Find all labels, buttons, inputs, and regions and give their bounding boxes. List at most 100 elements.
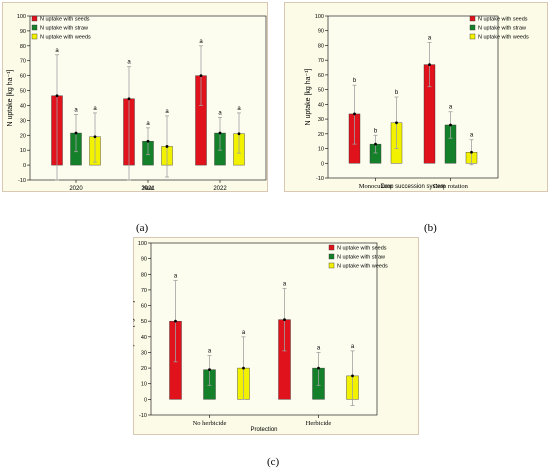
y-tick-label: 70 (141, 288, 147, 294)
y-tick-label: 60 (318, 73, 324, 79)
chart-panel-a: -10 0 10 20 30 40 50 60 70 80 90 100 N uptake [kg ha… (2, 2, 268, 192)
legend-swatch-weeds (31, 33, 38, 40)
mean-point (428, 63, 431, 66)
mean-point (470, 150, 473, 154)
legend-label: N uptake with straw (40, 26, 88, 32)
y-tick-label: 50 (141, 319, 147, 325)
y-tick-label: 90 (318, 29, 324, 35)
y-tick-label: -10 (316, 176, 324, 182)
chart-panel-c: -10 0 10 20 30 40 50 60 70 80 90 100 N uptake [kg ha… (133, 237, 419, 435)
y-tick-label: 10 (141, 382, 147, 388)
significance-letter: a (242, 330, 246, 336)
panel-frame (2, 2, 268, 192)
legend-swatch-straw (31, 24, 38, 31)
mean-point (395, 121, 398, 125)
y-tick-label: 40 (318, 102, 324, 108)
y-tick-label: 0 (23, 163, 26, 169)
mean-point (55, 94, 59, 98)
x-tick-label: 2020 (69, 186, 83, 192)
significance-letter: a (283, 281, 287, 287)
significance-letter: a (174, 274, 178, 280)
y-tick-label: 60 (20, 74, 26, 80)
y-axis-label: N uptake [kg ha⁻¹] (133, 300, 135, 357)
mean-point (218, 131, 222, 135)
significance-letter: a (165, 109, 169, 115)
mean-point (317, 366, 320, 370)
significance-letter: a (74, 107, 78, 113)
y-tick-label: 10 (20, 148, 26, 154)
mean-point (283, 318, 286, 322)
significance-letter: a (55, 48, 59, 54)
y-tick-label: 70 (318, 58, 324, 64)
mean-point (127, 97, 131, 101)
y-tick-label: 40 (141, 335, 147, 341)
y-tick-label: 50 (20, 89, 26, 95)
panel-label-c: (c) (267, 456, 280, 468)
legend-swatch-seeds (31, 15, 38, 22)
legend-swatch-seeds (469, 15, 476, 22)
y-tick-label: 30 (318, 117, 324, 123)
mean-point (374, 142, 377, 146)
panel-label-b: (b) (424, 222, 437, 234)
mean-point (146, 139, 150, 143)
mean-point (93, 135, 97, 139)
panel-label-a: (a) (136, 222, 149, 234)
chart-c-svg: -10 0 10 20 30 40 50 60 70 80 90 100 N uptake [kg ha… (133, 237, 419, 435)
y-tick-label: 20 (20, 133, 26, 139)
legend-swatch-straw (328, 253, 335, 260)
significance-letter: a (428, 36, 432, 42)
chart-panel-b: -10 0 10 20 30 40 50 60 70 80 90 100 N uptake [kg ha… (284, 2, 548, 192)
chart-b-svg: -10 0 10 20 30 40 50 60 70 80 90 100 N uptake [kg ha… (284, 2, 548, 192)
significance-letter: b (374, 128, 378, 134)
legend-label: N uptake with straw (478, 26, 526, 32)
y-tick-label: 30 (20, 118, 26, 124)
mean-point (174, 319, 177, 323)
mean-point (74, 131, 78, 135)
y-axis-label: N uptake [kg ha⁻¹] (305, 68, 312, 125)
legend-label: N uptake with seeds (478, 17, 528, 23)
legend-label: N uptake with weeds (337, 264, 388, 270)
y-tick-label: 100 (315, 14, 324, 20)
significance-letter: a (199, 39, 203, 45)
y-tick-label: 80 (20, 44, 26, 50)
legend-swatch-weeds (328, 262, 335, 269)
plot-area (150, 242, 378, 416)
significance-letter: a (93, 106, 97, 112)
significance-letter: b (395, 90, 399, 96)
y-tick-label: 100 (138, 241, 147, 247)
legend-label: N uptake with weeds (40, 35, 91, 41)
panel-frame (284, 2, 548, 192)
x-tick-label: Monoculture (359, 183, 393, 190)
significance-letter: a (449, 105, 453, 111)
significance-letter: a (317, 345, 321, 351)
y-tick-label: 90 (141, 257, 147, 263)
mean-point (242, 366, 245, 370)
y-tick-label: 60 (141, 304, 147, 310)
x-tick-label: No herbicide (193, 420, 227, 427)
x-tick-label: 2021 (141, 186, 155, 192)
x-tick-label: 2022 (213, 186, 227, 192)
significance-letter: a (127, 60, 131, 66)
legend-label: N uptake with weeds (478, 35, 529, 41)
chart-a-svg: -10 0 10 20 30 40 50 60 70 80 90 100 N uptake [kg ha… (2, 2, 268, 192)
y-tick-label: 90 (20, 29, 26, 35)
legend-label: N uptake with seeds (40, 17, 90, 23)
x-axis-label: Protection (250, 427, 277, 433)
significance-letter: a (351, 344, 355, 350)
x-axis-label: Crop succession system (380, 184, 445, 190)
y-tick-label: -10 (139, 413, 147, 419)
y-tick-label: 30 (141, 350, 147, 356)
significance-letter: a (208, 349, 212, 355)
y-tick-label: 0 (321, 161, 324, 167)
y-tick-label: 80 (141, 272, 147, 278)
y-tick-label: 70 (20, 59, 26, 65)
mean-point (351, 374, 354, 378)
significance-letter: a (470, 133, 474, 139)
legend-swatch-straw (469, 24, 476, 31)
x-tick-label: Herbicide (306, 420, 332, 427)
y-tick-label: -10 (18, 178, 26, 184)
y-tick-label: 20 (318, 132, 324, 138)
x-axis-label: Year (142, 186, 154, 192)
y-tick-label: 0 (144, 397, 147, 403)
y-tick-label: 100 (17, 14, 26, 20)
